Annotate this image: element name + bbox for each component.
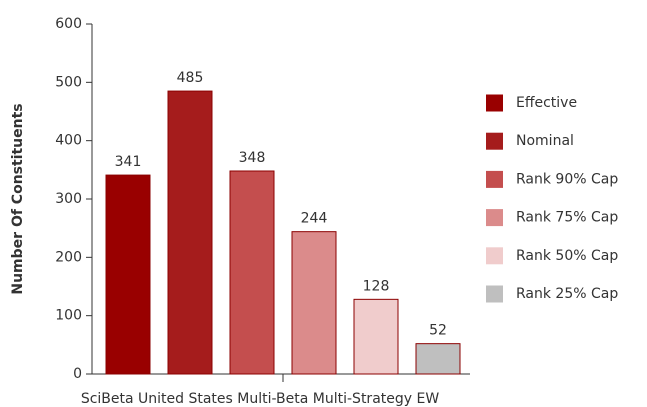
y-tick-label: 600 xyxy=(55,16,82,32)
legend-label: Effective xyxy=(516,95,577,111)
y-tick-label: 400 xyxy=(55,133,82,149)
data-label: 341 xyxy=(115,154,142,170)
y-tick-label: 500 xyxy=(55,74,82,90)
legend-swatch xyxy=(486,285,503,303)
y-axis-label: Number Of Constituents xyxy=(10,103,26,294)
legend-label: Rank 90% Cap xyxy=(516,171,618,187)
x-tick-label: SciBeta United States Multi-Beta Multi-S… xyxy=(81,391,440,407)
legend-swatch xyxy=(486,170,503,188)
y-tick-label: 0 xyxy=(73,366,82,382)
bar xyxy=(167,90,213,375)
legend-label: Rank 75% Cap xyxy=(516,210,618,226)
legend-swatch xyxy=(486,209,503,227)
legend-swatch xyxy=(486,247,503,265)
data-label: 52 xyxy=(429,323,447,339)
bar xyxy=(415,343,461,375)
y-tick-label: 100 xyxy=(55,308,82,324)
legend-label: Nominal xyxy=(516,133,574,149)
bar xyxy=(105,174,151,375)
y-tick-label: 200 xyxy=(55,249,82,265)
data-label: 348 xyxy=(239,150,266,166)
legend-swatch xyxy=(486,94,503,112)
legend-label: Rank 50% Cap xyxy=(516,248,618,264)
data-label: 128 xyxy=(363,278,390,294)
data-label: 485 xyxy=(177,70,204,86)
data-label: 244 xyxy=(301,211,328,227)
y-tick-label: 300 xyxy=(55,191,82,207)
bar xyxy=(229,170,275,375)
legend-label: Rank 25% Cap xyxy=(516,286,618,302)
bar xyxy=(353,298,399,375)
bar xyxy=(291,231,337,375)
legend-swatch xyxy=(486,132,503,150)
